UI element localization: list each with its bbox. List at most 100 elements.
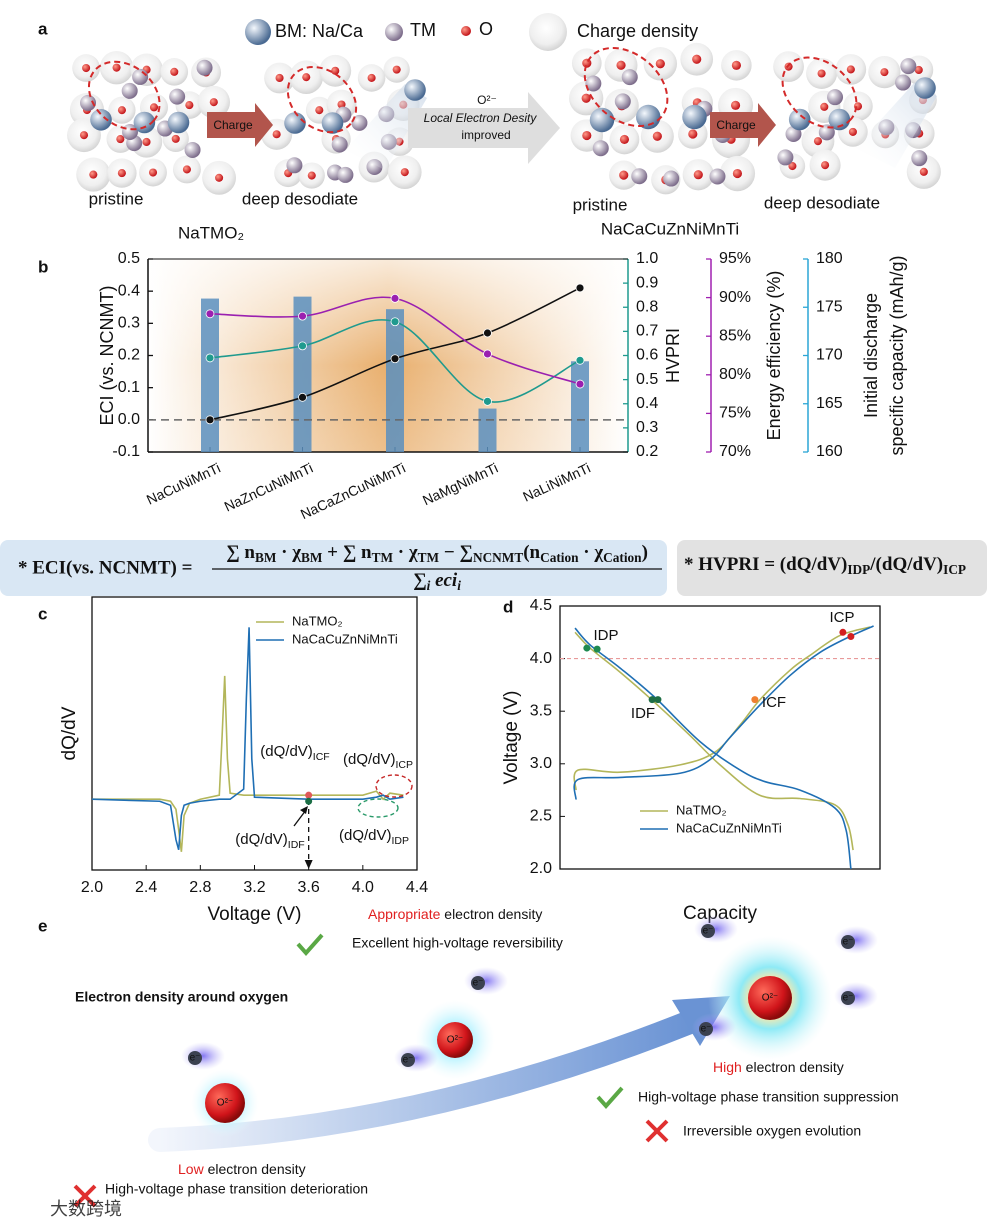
- oxygen-atom: [171, 134, 180, 143]
- formula: * HVPRI = (dQ/dV)IDP/(dQ/dV)ICP: [684, 554, 966, 577]
- bm-atom: [788, 108, 811, 131]
- tm-atom: [286, 157, 303, 174]
- bar: [478, 408, 497, 452]
- oxygen-atom: [400, 168, 409, 177]
- status-text: High electron density: [713, 1059, 844, 1075]
- tm-atom: [196, 59, 213, 76]
- oxygen-atom: [692, 54, 702, 64]
- oxygen-atom: [619, 134, 630, 145]
- electron-cloud: [834, 982, 878, 1010]
- state-label: pristine: [573, 195, 628, 214]
- bar: [293, 296, 312, 452]
- text-run: eci: [430, 570, 458, 591]
- y-tick-label: 2.5: [530, 808, 552, 825]
- panel-label: e: [38, 916, 47, 935]
- arrowhead: [300, 806, 308, 814]
- text-run: + ∑ n: [322, 542, 372, 563]
- tick-label: 0.3: [118, 315, 140, 332]
- legend-text: BM: Na/Ca: [275, 21, 364, 41]
- legend-label: NaCaCuZnNiMnTi: [676, 820, 782, 835]
- tick-label: 0.3: [636, 419, 658, 436]
- legend-text: TM: [410, 20, 436, 40]
- cross-icon: [645, 1119, 669, 1143]
- oxygen-atom: [307, 171, 316, 180]
- axis-title: specific capacity (mAh/g): [887, 255, 907, 455]
- tick-label: 165: [816, 395, 843, 412]
- electron-label: e⁻: [843, 993, 854, 1004]
- y-tick-label: 2.0: [530, 860, 552, 877]
- oxygen-atom: [302, 73, 311, 82]
- charge-arrow: [710, 103, 776, 147]
- electron-label: e⁻: [701, 1024, 712, 1035]
- highlight-ellipse: [286, 66, 358, 134]
- highlight-ellipse: [781, 56, 858, 129]
- x-tick-label: 3.2: [243, 879, 265, 896]
- tick-label: 80%: [719, 366, 751, 383]
- electron: [401, 1053, 415, 1067]
- oxygen-atom: [337, 100, 346, 109]
- tm-atom: [895, 74, 912, 91]
- panel-c: 2.0 2.4 2.8 3.2 3.6 4.0 4.4 Voltage (V) dQ/dV NaT…: [59, 596, 428, 925]
- tm-atom: [631, 168, 648, 185]
- text-run: IDP: [847, 562, 870, 577]
- oxygen-atom: [582, 130, 592, 141]
- text-run: TM: [418, 550, 440, 565]
- oxygen-atom: [116, 135, 125, 144]
- tick-label: 0.7: [636, 323, 658, 340]
- oxygen-atom: [914, 65, 923, 75]
- oxygen-atom: [732, 168, 743, 179]
- cross-icon: [73, 1184, 97, 1208]
- tick-label: 0.4: [118, 282, 140, 299]
- annotation: ICF: [762, 694, 786, 711]
- electron-cloud: [694, 915, 738, 943]
- oxygen-ion: [205, 1083, 245, 1123]
- electron: [701, 924, 715, 938]
- tm-atom: [337, 166, 354, 183]
- oxygen-atom: [315, 106, 324, 115]
- text-run: (dQ/dV): [260, 743, 313, 760]
- tm-atom: [351, 114, 368, 131]
- tm-atom: [900, 58, 917, 75]
- line: [91, 627, 404, 850]
- electron-label: e⁻: [843, 937, 854, 948]
- electron-label: e⁻: [703, 926, 714, 937]
- formula: ∑i ecii: [413, 570, 461, 593]
- state-label: deep desodiate: [242, 189, 358, 208]
- oxygen-atom: [581, 93, 591, 103]
- improve-label: Local Electron Desity: [424, 111, 538, 125]
- annotation: (dQ/dV)ICP: [343, 751, 413, 771]
- text-run: · χ: [393, 542, 418, 563]
- idp-ellipse: [357, 798, 399, 818]
- check-icon: [296, 933, 324, 957]
- annotation-point: [305, 797, 313, 805]
- formula: * ECI(vs. NCNMT) =: [18, 557, 192, 578]
- annotation: (dQ/dV)IDP: [339, 827, 409, 847]
- tm-atom: [132, 68, 149, 85]
- charge-label: Charge: [716, 118, 756, 132]
- oxygen-atom: [117, 106, 126, 115]
- bm-atom: [914, 77, 936, 99]
- electron-cloud: [464, 967, 508, 995]
- material-label: NaCaCuZnNiMnTi: [601, 219, 739, 238]
- text-run: electron density: [440, 906, 542, 922]
- x-tick-label: 2.0: [81, 879, 103, 896]
- tm-atom: [184, 141, 201, 158]
- improve-arrow: [408, 92, 560, 164]
- status-text: High-voltage phase transition suppressio…: [638, 1089, 899, 1105]
- tick-label: 0.1: [118, 379, 140, 396]
- legend-label: NaTMO₂: [292, 613, 343, 628]
- bm-trail: [345, 84, 427, 170]
- text-run: ): [642, 542, 648, 563]
- text-run: (dQ/dV): [339, 827, 392, 844]
- panel-label: a: [38, 19, 48, 38]
- text-run: BM: [301, 550, 323, 565]
- point: [390, 354, 400, 364]
- charge-arrow: [207, 103, 273, 147]
- oxygen-label: O²⁻: [217, 1098, 233, 1109]
- bm-icon: [245, 19, 271, 45]
- oxygen-atom: [846, 65, 855, 74]
- tm-icon: [385, 23, 403, 41]
- tick-label: 0.6: [636, 347, 658, 364]
